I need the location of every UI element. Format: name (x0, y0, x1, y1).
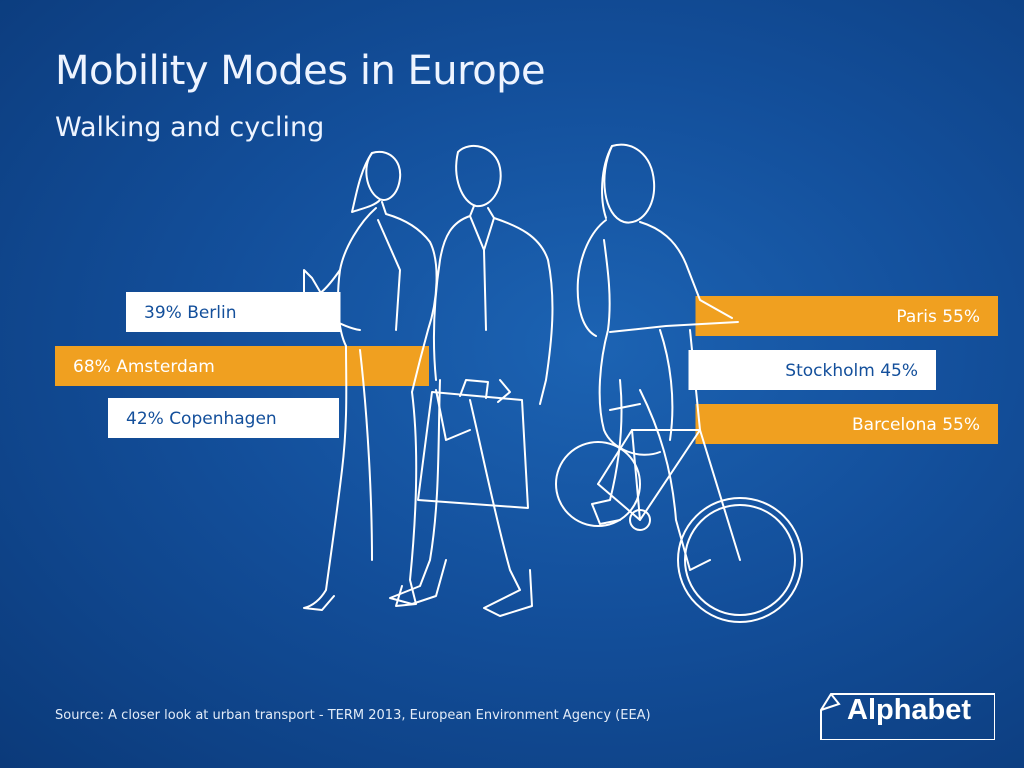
bar-stockholm (688, 350, 936, 390)
bar-label-paris: Paris 55% (896, 307, 980, 327)
bar-label-copenhagen: 42% Copenhagen (126, 409, 277, 429)
logo-frame (820, 693, 995, 740)
bar-paris (695, 296, 998, 336)
bicycle-figure (555, 329, 803, 623)
bar-label-barcelona: Barcelona 55% (852, 415, 980, 435)
walking-woman-figure (301, 150, 438, 611)
logo-text: Alphabet (847, 694, 972, 726)
bar-label-amsterdam: 68% Amsterdam (73, 357, 215, 377)
bar-barcelona (695, 404, 998, 444)
walking-man-figure (389, 144, 554, 617)
page-subtitle: Walking and cycling (55, 112, 325, 143)
bar-amsterdam (55, 346, 429, 386)
source-note: Source: A closer look at urban transport… (55, 708, 651, 723)
bar-copenhagen (108, 398, 339, 438)
bar-label-stockholm: Stockholm 45% (785, 361, 918, 381)
page-title: Mobility Modes in Europe (55, 48, 546, 94)
cyclist-figure (576, 143, 739, 571)
bar-label-berlin: 39% Berlin (144, 303, 237, 323)
alphabet-logo: Alphabet (817, 684, 995, 740)
